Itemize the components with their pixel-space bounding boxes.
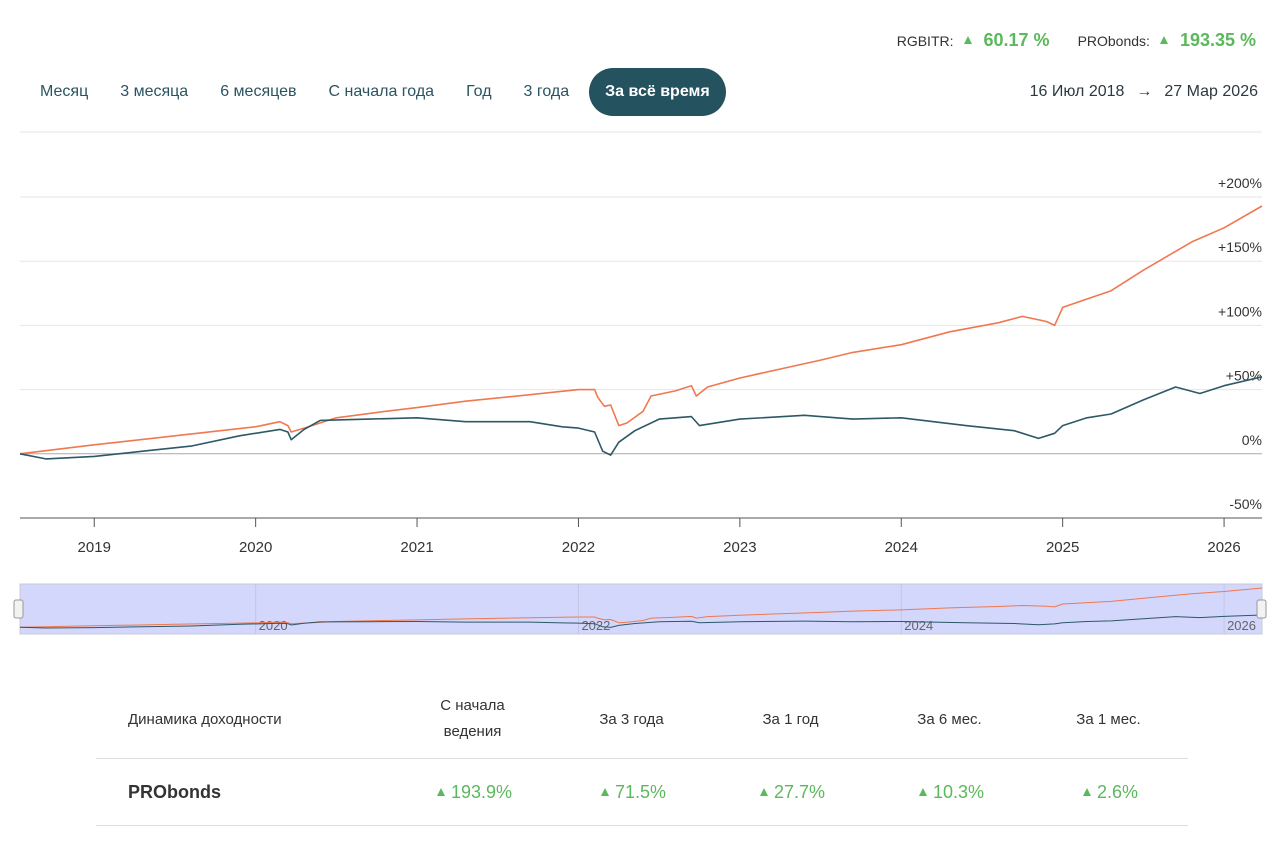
x-tick-label: 2020 bbox=[239, 539, 272, 556]
period-tab[interactable]: 3 года bbox=[523, 83, 570, 100]
navigator-label: 2020 bbox=[259, 618, 288, 633]
x-tick-label: 2026 bbox=[1207, 539, 1240, 556]
up-icon bbox=[759, 787, 768, 796]
summary-value: 193.35 % bbox=[1179, 30, 1256, 50]
navigator-label: 2022 bbox=[581, 618, 610, 633]
summary-name: RGBITR: bbox=[896, 32, 954, 49]
return-value: 193.9% bbox=[450, 781, 513, 802]
navigator-label: 2026 bbox=[1227, 618, 1256, 633]
navigator-line bbox=[19, 614, 1263, 629]
up-icon bbox=[1082, 787, 1091, 796]
summary-value: 60.17 % bbox=[983, 30, 1050, 50]
return-value: 2.6% bbox=[1096, 781, 1139, 802]
up-icon bbox=[600, 787, 609, 796]
up-icon bbox=[436, 787, 445, 796]
up-icon bbox=[963, 35, 972, 44]
return-cell: 193.9% bbox=[393, 782, 552, 803]
return-value: 71.5% bbox=[614, 781, 667, 802]
period-tab[interactable]: Месяц bbox=[40, 83, 89, 100]
header-cell: С начала ведения bbox=[440, 697, 505, 740]
x-tick-label: 2025 bbox=[1046, 539, 1079, 556]
returns-table: Динамика доходности С начала ведения За 3 … bbox=[96, 680, 1188, 826]
date-range: 16 Июл 2018 → 27 Мар 2026 bbox=[1030, 83, 1258, 101]
date-from: 16 Июл 2018 bbox=[1029, 83, 1125, 100]
y-tick-label: -50% bbox=[1229, 496, 1262, 512]
return-value: 27.7% bbox=[773, 781, 826, 802]
table-row: PRObonds 193.9% 71.5% 27.7% 10.3% 2.6% bbox=[96, 759, 1188, 826]
separator: → bbox=[1136, 83, 1153, 100]
series-line bbox=[19, 376, 1263, 460]
navigator-handle bbox=[13, 599, 24, 619]
header-cell: Динамика доходности bbox=[128, 710, 282, 728]
y-tick-label: +200% bbox=[1218, 175, 1262, 191]
navigator-handle bbox=[1256, 599, 1267, 619]
x-tick-label: 2019 bbox=[78, 539, 111, 556]
x-tick-label: 2023 bbox=[723, 539, 756, 556]
header-cell: За 1 год bbox=[762, 710, 819, 728]
table-header: Динамика доходности С начала ведения За 3 … bbox=[96, 680, 1188, 759]
return-cell: 27.7% bbox=[711, 782, 870, 803]
y-tick-label: +100% bbox=[1218, 303, 1262, 319]
row-name: PRObonds bbox=[128, 781, 221, 802]
x-tick-label: 2022 bbox=[562, 539, 595, 556]
return-cell: 2.6% bbox=[1029, 782, 1188, 803]
return-cell: 71.5% bbox=[552, 782, 711, 803]
summary-name: PRObonds: bbox=[1077, 32, 1150, 49]
chart: -50%0%+50%+100%+150%+200%2019 2020 2021 202… bbox=[13, 131, 1267, 635]
period-tab[interactable]: За всё время bbox=[589, 68, 726, 116]
period-tab[interactable]: 3 месяца bbox=[120, 83, 189, 100]
navigator-label: 2024 bbox=[904, 618, 933, 633]
summary: RGBITR: 60.17 % PRObonds: 193.35 % bbox=[897, 30, 1256, 51]
header-cell: За 3 года bbox=[599, 710, 664, 728]
y-tick-label: +150% bbox=[1218, 239, 1262, 255]
series-line bbox=[19, 205, 1263, 455]
navigator-line bbox=[19, 587, 1263, 628]
x-tick-label: 2024 bbox=[885, 539, 918, 556]
return-value: 10.3% bbox=[932, 781, 985, 802]
period-tabs: Месяц 3 месяца 6 месяцев С начала года Год 3 … bbox=[24, 68, 726, 116]
period-tab[interactable]: Год bbox=[466, 83, 492, 100]
up-icon bbox=[1159, 35, 1168, 44]
return-cell: 10.3% bbox=[870, 782, 1029, 803]
header-cell: За 1 мес. bbox=[1076, 710, 1141, 728]
period-tab[interactable]: С начала года bbox=[328, 83, 435, 100]
up-icon bbox=[918, 787, 927, 796]
navigator bbox=[19, 583, 1263, 635]
period-tab[interactable]: 6 месяцев bbox=[220, 83, 297, 100]
header-cell: За 6 мес. bbox=[917, 710, 982, 728]
x-tick-label: 2021 bbox=[400, 539, 433, 556]
y-tick-label: 0% bbox=[1242, 432, 1262, 448]
date-to: 27 Мар 2026 bbox=[1164, 83, 1258, 100]
